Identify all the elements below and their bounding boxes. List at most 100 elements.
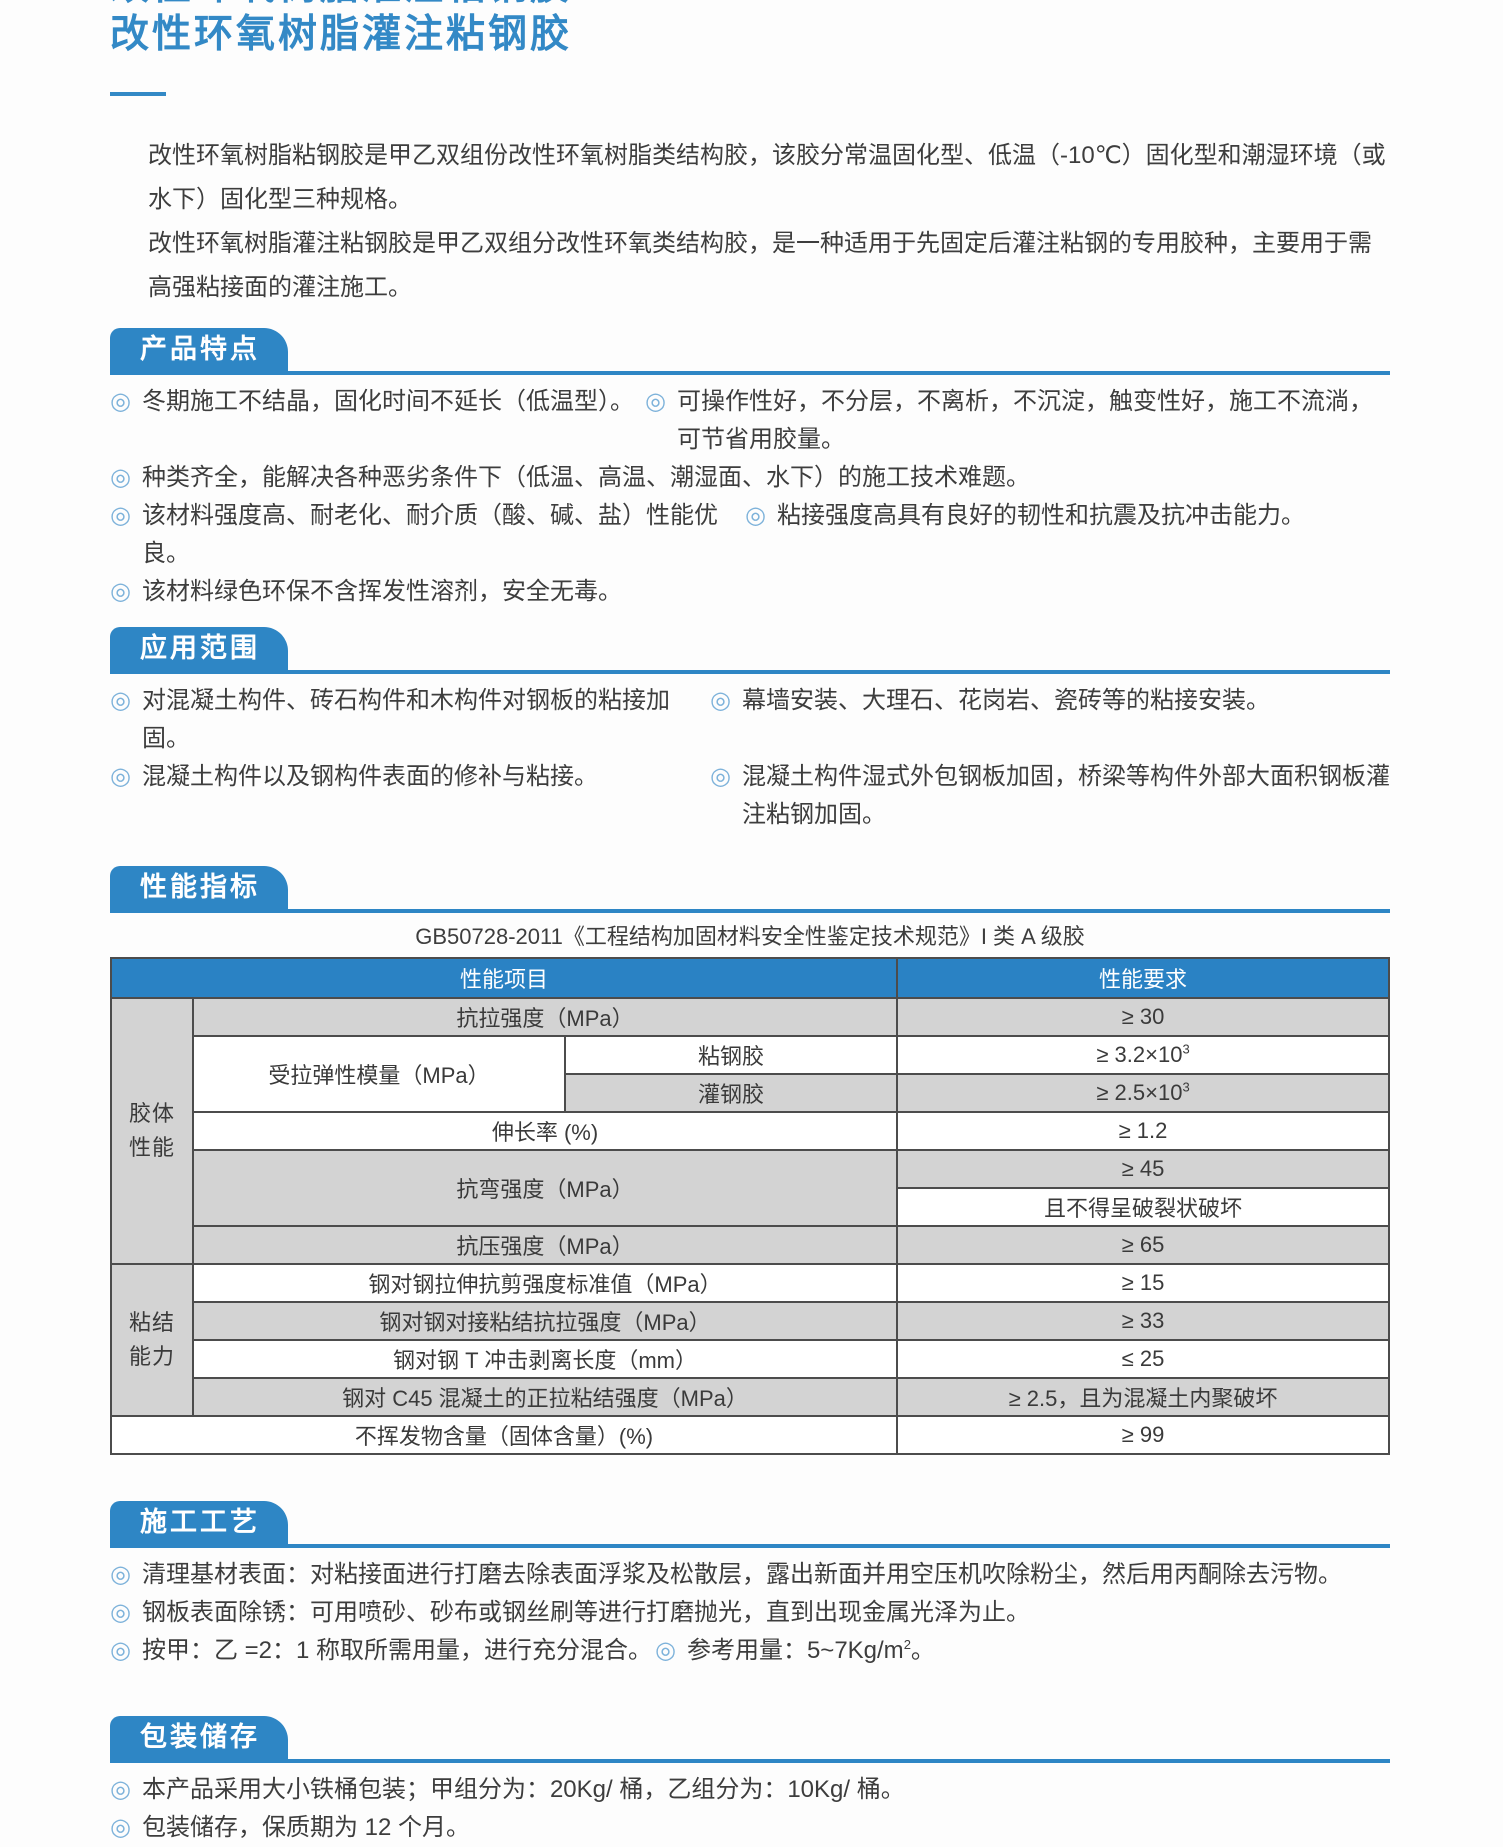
- bullet-icon: ◎: [645, 388, 666, 415]
- list-item-text: 按甲：乙 =2：1 称取所需用量，进行充分混合。: [141, 1637, 652, 1664]
- table-cell: ≥ 1.2: [896, 1111, 1390, 1151]
- bullet-icon: ◎: [710, 687, 731, 714]
- table-cell: ≥ 65: [896, 1225, 1390, 1265]
- table-group-label: 胶体性能: [110, 997, 194, 1265]
- list-item: ◎ 种类齐全，能解决各种恶劣条件下（低温、高温、潮湿面、水下）的施工技术难题。: [110, 459, 1030, 497]
- list-item: ◎ 粘接强度高具有良好的韧性和抗震及抗冲击能力。: [745, 497, 1305, 573]
- section-construction: 施工工艺 ◎ 清理基材表面：对粘接面进行打磨去除表面浮浆及松散层，露出新面并用空压…: [110, 1501, 1390, 1670]
- dosage-tail: 。: [910, 1637, 935, 1664]
- list-item: ◎ 该材料绿色环保不含挥发性溶剂，安全无毒。: [110, 573, 622, 611]
- bullet-icon: ◎: [110, 1637, 131, 1664]
- table-cell: ≥ 2.5×103: [896, 1073, 1390, 1113]
- bullet-icon: ◎: [110, 388, 131, 415]
- section-performance: 性能指标 GB50728-2011《工程结构加固材料安全性鉴定技术规范》I 类 …: [109, 866, 1390, 1455]
- bullet-icon: ◎: [655, 1637, 676, 1664]
- list-item-text: 粘接强度高具有良好的韧性和抗震及抗冲击能力。: [776, 502, 1305, 529]
- table-caption: GB50728-2011《工程结构加固材料安全性鉴定技术规范》I 类 A 级胶: [415, 924, 1085, 949]
- list-item: ◎ 参考用量：5~7Kg/m2。: [655, 1632, 935, 1670]
- bullet-icon: ◎: [110, 763, 131, 790]
- bullet-list: ◎ 对混凝土构件、砖石构件和木构件对钢板的粘接加固。 ◎ 幕墙安装、大理石、花岗岩、…: [110, 682, 1390, 834]
- section-applications: 应用范围 ◎ 对混凝土构件、砖石构件和木构件对钢板的粘接加固。 ◎ 幕墙安装、大理石…: [110, 627, 1390, 834]
- clipped-title-text: 改性环氧树脂灌注粘钢胶: [110, 0, 1390, 9]
- bullet-row: ◎ 种类齐全，能解决各种恶劣条件下（低温、高温、潮湿面、水下）的施工技术难题。: [110, 459, 1390, 497]
- list-item-text: 该材料绿色环保不含挥发性溶剂，安全无毒。: [141, 578, 622, 605]
- table-cell: ≥ 30: [896, 997, 1390, 1037]
- table-cell: 钢对钢拉伸抗剪强度标准值（MPa）: [191, 1263, 899, 1303]
- table-cell: 不挥发物含量（固体含量）(%): [109, 1415, 899, 1455]
- title-underline: [110, 92, 166, 96]
- value-text: ≥ 3.2×10: [1096, 1042, 1183, 1067]
- table-cell: ≥ 45: [896, 1149, 1390, 1189]
- table-cell: 灌钢胶: [563, 1073, 899, 1113]
- list-item: ◎ 混凝土构件以及钢构件表面的修补与粘接。: [110, 758, 710, 834]
- bullet-icon: ◎: [710, 763, 731, 790]
- list-item-text: 该材料强度高、耐老化、耐介质（酸、碱、盐）性能优良。: [141, 502, 718, 567]
- bullet-icon: ◎: [110, 578, 131, 605]
- bullet-row: ◎ 冬期施工不结晶，固化时间不延长（低温型）。 ◎ 可操作性好，不分层，不离析，不沉…: [110, 383, 1390, 459]
- features-heading-badge: 产品特点: [110, 328, 288, 371]
- construction-heading-badge: 施工工艺: [110, 1501, 288, 1544]
- superscript: 3: [1182, 1079, 1190, 1095]
- list-item: ◎ 冬期施工不结晶，固化时间不延长（低温型）。: [110, 383, 645, 459]
- list-item: ◎ 本产品采用大小铁桶包装；甲组分为：20Kg/ 桶，乙组分为：10Kg/ 桶。: [110, 1771, 905, 1809]
- performance-heading-badge: 性能指标: [110, 866, 288, 909]
- section-header: 包装储存: [110, 1716, 1390, 1763]
- table-group-label: 粘结能力: [110, 1263, 194, 1417]
- list-item: ◎ 幕墙安装、大理石、花岗岩、瓷砖等的粘接安装。: [710, 682, 1270, 758]
- list-item: ◎ 清理基材表面：对粘接面进行打磨去除表面浮浆及松散层，露出新面并用空压机吹除粉尘…: [110, 1556, 1342, 1594]
- group-label-text: 胶体性能: [128, 1101, 175, 1160]
- performance-table: 性能项目 性能要求 胶体性能 抗拉强度（MPa） ≥ 30 受拉弹性模量（MPa…: [109, 957, 1390, 1455]
- list-item: ◎ 混凝土构件湿式外包钢板加固，桥梁等构件外部大面积钢板灌注粘钢加固。: [710, 758, 1390, 834]
- bullet-list: ◎ 本产品采用大小铁桶包装；甲组分为：20Kg/ 桶，乙组分为：10Kg/ 桶。 …: [110, 1771, 1390, 1847]
- section-header: 应用范围: [110, 627, 1390, 674]
- section-features: 产品特点 ◎ 冬期施工不结晶，固化时间不延长（低温型）。 ◎ 可操作性好，不分层，不…: [110, 328, 1390, 611]
- table-cell: 抗弯强度（MPa）: [191, 1149, 899, 1227]
- bullet-row: ◎ 清理基材表面：对粘接面进行打磨去除表面浮浆及松散层，露出新面并用空压机吹除粉尘…: [110, 1556, 1390, 1594]
- list-item-text: 混凝土构件以及钢构件表面的修补与粘接。: [141, 763, 598, 790]
- list-item-text: 冬期施工不结晶，固化时间不延长（低温型）。: [141, 388, 634, 415]
- bullet-icon: ◎: [110, 502, 131, 529]
- list-item-text: 参考用量：5~7Kg/m2。: [687, 1632, 935, 1670]
- list-item: ◎ 该材料强度高、耐老化、耐介质（酸、碱、盐）性能优良。: [110, 497, 745, 573]
- table-cell: ≤ 25: [896, 1339, 1390, 1379]
- list-item-text: 幕墙安装、大理石、花岗岩、瓷砖等的粘接安装。: [741, 687, 1270, 714]
- list-item-text: 种类齐全，能解决各种恶劣条件下（低温、高温、潮湿面、水下）的施工技术难题。: [141, 464, 1030, 491]
- bullet-row: ◎ 该材料绿色环保不含挥发性溶剂，安全无毒。: [110, 573, 1390, 611]
- superscript: 2: [903, 1637, 911, 1652]
- list-item-text: 混凝土构件湿式外包钢板加固，桥梁等构件外部大面积钢板灌注粘钢加固。: [741, 763, 1390, 828]
- list-item: ◎ 按甲：乙 =2：1 称取所需用量，进行充分混合。: [110, 1632, 655, 1670]
- table-cell: ≥ 3.2×103: [896, 1035, 1390, 1075]
- list-item-text: 清理基材表面：对粘接面进行打磨去除表面浮浆及松散层，露出新面并用空压机吹除粉尘，…: [141, 1561, 1342, 1588]
- section-header: 施工工艺: [110, 1501, 1390, 1548]
- bullet-row: ◎ 该材料强度高、耐老化、耐介质（酸、碱、盐）性能优良。 ◎ 粘接强度高具有良好的韧…: [110, 497, 1390, 573]
- bullet-row: ◎ 按甲：乙 =2：1 称取所需用量，进行充分混合。 ◎ 参考用量：5~7Kg/m2…: [110, 1632, 1390, 1670]
- table-cell: ≥ 2.5，且为混凝土内聚破坏: [896, 1377, 1390, 1417]
- intro-line: 改性环氧树脂灌注粘钢胶是甲乙双组分改性环氧类结构胶，是一种适用于先固定后灌注粘钢…: [148, 230, 1372, 301]
- bullet-row: ◎ 对混凝土构件、砖石构件和木构件对钢板的粘接加固。 ◎ 幕墙安装、大理石、花岗岩、…: [110, 682, 1390, 758]
- table-header-cell-property: 性能项目: [109, 957, 899, 999]
- table-cell: 抗拉强度（MPa）: [191, 997, 899, 1037]
- table-cell: 受拉弹性模量（MPa）: [192, 1035, 566, 1113]
- superscript: 3: [1182, 1041, 1190, 1057]
- table-cell: ≥ 99: [896, 1415, 1390, 1455]
- bullet-list: ◎ 清理基材表面：对粘接面进行打磨去除表面浮浆及松散层，露出新面并用空压机吹除粉尘…: [110, 1556, 1390, 1670]
- bullet-row: ◎ 本产品采用大小铁桶包装；甲组分为：20Kg/ 桶，乙组分为：10Kg/ 桶。: [110, 1771, 1390, 1809]
- intro-line: 改性环氧树脂粘钢胶是甲乙双组份改性环氧树脂类结构胶，该胶分常温固化型、低温（-1…: [148, 142, 1386, 213]
- bullet-icon: ◎: [745, 502, 766, 529]
- table-cell: 钢对钢 T 冲击剥离长度（mm）: [191, 1339, 899, 1379]
- table-cell: ≥ 15: [896, 1263, 1390, 1303]
- bullet-icon: ◎: [110, 1814, 131, 1841]
- table-cell: 钢对钢对接粘结抗拉强度（MPa）: [191, 1301, 899, 1341]
- bullet-row: ◎ 混凝土构件以及钢构件表面的修补与粘接。 ◎ 混凝土构件湿式外包钢板加固，桥梁等构…: [110, 758, 1390, 834]
- table-cell: 伸长率 (%): [191, 1111, 899, 1151]
- bullet-icon: ◎: [110, 1776, 131, 1803]
- list-item-text: 本产品采用大小铁桶包装；甲组分为：20Kg/ 桶，乙组分为：10Kg/ 桶。: [141, 1776, 905, 1803]
- group-label-text: 粘结能力: [128, 1310, 175, 1369]
- bullet-row: ◎ 包装储存，保质期为 12 个月。: [110, 1809, 1390, 1847]
- table-cell: 钢对 C45 混凝土的正拉粘结强度（MPa）: [191, 1377, 899, 1417]
- section-packaging: 包装储存 ◎ 本产品采用大小铁桶包装；甲组分为：20Kg/ 桶，乙组分为：10Kg…: [110, 1716, 1390, 1847]
- bullet-icon: ◎: [110, 687, 131, 714]
- table-cell: 粘钢胶: [563, 1035, 899, 1075]
- list-item: ◎ 可操作性好，不分层，不离析，不沉淀，触变性好，施工不流淌，可节省用胶量。: [645, 383, 1390, 459]
- value-text: ≥ 2.5×10: [1096, 1080, 1183, 1105]
